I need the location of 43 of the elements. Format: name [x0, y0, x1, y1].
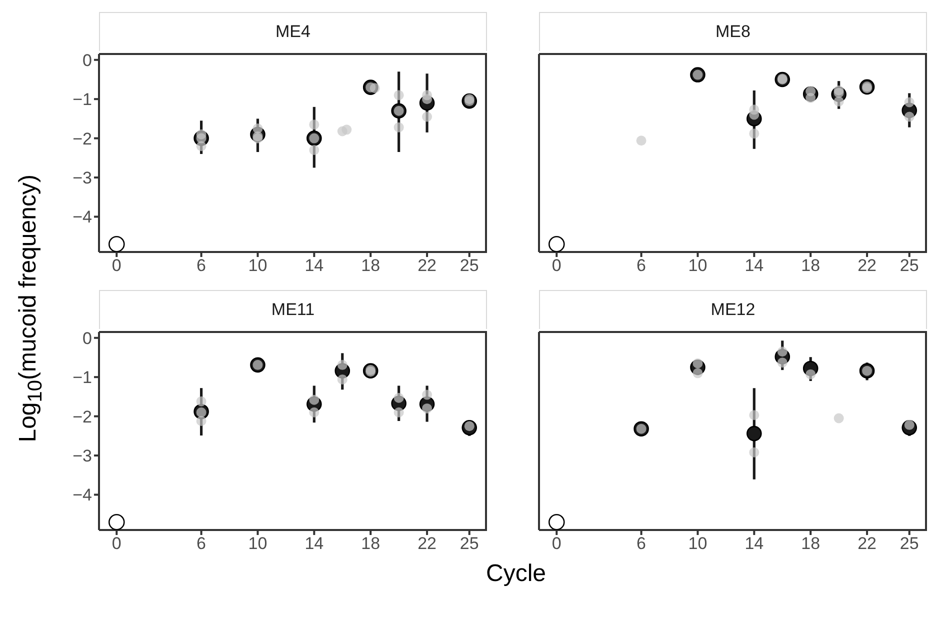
y-tick-label: −3 — [72, 168, 92, 188]
y-tick-label: −2 — [72, 129, 92, 148]
x-tick-label: 25 — [900, 534, 919, 554]
x-tick-label: 10 — [688, 534, 708, 554]
x-tick-label: 14 — [744, 256, 764, 276]
x-tick-label: 25 — [900, 256, 919, 276]
x-tick-label: 25 — [460, 256, 479, 276]
x-tick-label: 18 — [361, 256, 380, 276]
chart-title: ME12 — [539, 290, 927, 329]
x-tick-label: 18 — [801, 256, 820, 276]
chart-title: ME8 — [539, 12, 927, 51]
y-tick-label: −3 — [72, 446, 92, 466]
x-tick-label: 18 — [361, 534, 380, 554]
y-tick-label: 0 — [82, 50, 92, 70]
x-tick-label: 10 — [688, 256, 708, 276]
y-tick-label: −1 — [72, 90, 92, 110]
x-tick-label: 25 — [460, 534, 479, 554]
x-tick-label: 10 — [248, 534, 268, 554]
x-tick-label: 0 — [112, 534, 122, 554]
x-tick-label: 18 — [801, 534, 820, 554]
x-tick-label: 14 — [304, 256, 324, 276]
x-tick-label: 10 — [248, 256, 268, 276]
x-tick-label: 22 — [418, 256, 436, 276]
x-tick-label: 6 — [636, 256, 646, 276]
x-tick-label: 14 — [744, 534, 764, 554]
x-tick-label: 0 — [552, 256, 562, 276]
chart-title: ME11 — [99, 290, 487, 329]
x-tick-label: 14 — [304, 534, 324, 554]
x-axis-title: Cycle — [484, 560, 547, 588]
x-tick-label: 22 — [858, 256, 876, 276]
y-tick-label: −4 — [72, 208, 92, 227]
y-tick-label: 0 — [82, 328, 92, 348]
x-tick-label: 22 — [858, 534, 876, 554]
x-tick-label: 22 — [418, 534, 436, 554]
y-tick-label: −2 — [72, 407, 92, 426]
y-tick-label: −1 — [72, 368, 92, 388]
x-tick-label: 0 — [112, 256, 122, 276]
x-tick-label: 6 — [196, 256, 206, 276]
x-tick-label: 0 — [552, 534, 562, 554]
x-tick-label: 6 — [636, 534, 646, 554]
x-tick-label: 6 — [196, 534, 206, 554]
y-tick-label: −4 — [72, 486, 92, 505]
chart-title: ME4 — [99, 12, 487, 51]
